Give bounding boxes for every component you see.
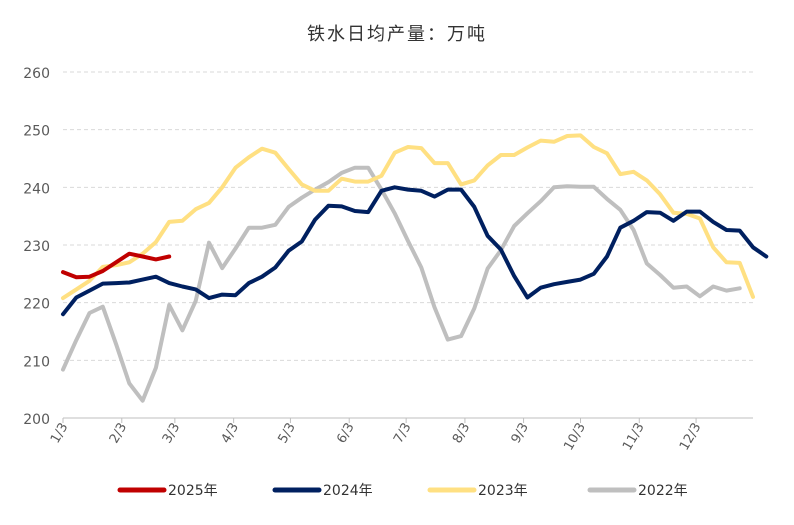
legend: 2025年 2024年 2023年 2022年 [117, 483, 688, 499]
series-line-2025年 [61, 251, 172, 280]
x-tick-label: 2/3 [107, 421, 130, 447]
x-tick-label: 3/3 [160, 421, 183, 447]
series-line-2022年 [61, 165, 742, 403]
legend-label: 2023年 [478, 483, 528, 499]
x-tick-label: 5/3 [275, 421, 298, 447]
x-tick-label: 6/3 [334, 421, 357, 447]
y-tick-label: 230 [23, 239, 50, 255]
series-lines [61, 133, 769, 403]
x-tick-label: 4/3 [219, 421, 242, 447]
series-line-2023年 [61, 133, 755, 301]
legend-label: 2025年 [168, 483, 218, 499]
y-tick-label: 210 [23, 354, 50, 370]
series-line-2024年 [61, 185, 769, 317]
x-tick-label: 9/3 [509, 421, 532, 447]
y-tick-label: 200 [23, 412, 50, 428]
chart-title: 铁水日均产量：万吨 [307, 24, 487, 45]
y-tick-label: 260 [23, 66, 50, 82]
x-tick-label: 1/3 [48, 421, 71, 447]
y-axis: 200 210 220 230 240 250 260 [23, 66, 50, 428]
x-tick-label: 7/3 [391, 421, 414, 447]
y-tick-label: 250 [23, 124, 50, 140]
y-tick-label: 220 [23, 297, 50, 313]
x-tick-label: 10/3 [561, 421, 589, 454]
x-tick-label: 8/3 [450, 421, 473, 447]
legend-label: 2022年 [638, 483, 688, 499]
x-axis: 1/3 2/3 3/3 4/3 5/3 6/3 7/3 8/3 9/3 10/3 11/3 12/3 [48, 417, 753, 454]
x-tick-label: 11/3 [620, 421, 648, 454]
legend-label: 2024年 [323, 483, 373, 499]
x-tick-label: 12/3 [677, 421, 705, 454]
y-tick-label: 240 [23, 181, 50, 197]
